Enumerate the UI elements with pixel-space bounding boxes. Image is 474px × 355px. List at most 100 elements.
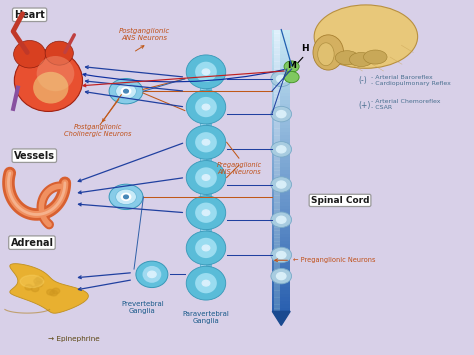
Circle shape bbox=[284, 71, 299, 83]
Circle shape bbox=[202, 245, 210, 251]
Bar bbox=[274, 283, 281, 288]
Circle shape bbox=[49, 291, 56, 297]
Text: Adrenal: Adrenal bbox=[10, 237, 54, 248]
Bar bbox=[274, 125, 281, 129]
Ellipse shape bbox=[14, 50, 82, 111]
Bar bbox=[274, 174, 281, 178]
Bar bbox=[274, 139, 281, 143]
Bar bbox=[274, 269, 281, 273]
Bar bbox=[274, 104, 281, 108]
Bar bbox=[274, 58, 281, 62]
Ellipse shape bbox=[195, 62, 217, 82]
Circle shape bbox=[202, 140, 210, 145]
Bar bbox=[274, 195, 281, 200]
Bar bbox=[272, 110, 290, 115]
Ellipse shape bbox=[195, 97, 217, 117]
Ellipse shape bbox=[186, 160, 226, 195]
Bar bbox=[272, 61, 290, 65]
Bar bbox=[274, 241, 281, 245]
Bar bbox=[272, 283, 290, 288]
Bar bbox=[274, 93, 281, 97]
Bar bbox=[272, 47, 290, 51]
Bar bbox=[272, 220, 290, 224]
Ellipse shape bbox=[195, 132, 217, 152]
Circle shape bbox=[116, 189, 137, 204]
Circle shape bbox=[109, 78, 143, 104]
Circle shape bbox=[56, 295, 64, 301]
Bar bbox=[274, 153, 281, 157]
Ellipse shape bbox=[318, 43, 334, 66]
Ellipse shape bbox=[36, 56, 74, 91]
Text: (-): (-) bbox=[359, 76, 368, 85]
Bar bbox=[272, 68, 290, 72]
Bar bbox=[274, 167, 281, 171]
Bar bbox=[274, 89, 281, 94]
Circle shape bbox=[271, 106, 292, 122]
Circle shape bbox=[202, 104, 210, 110]
Circle shape bbox=[202, 175, 210, 180]
Bar bbox=[274, 135, 281, 140]
Text: Postganglionic
Cholinergic Neurons: Postganglionic Cholinergic Neurons bbox=[64, 124, 132, 137]
Bar bbox=[274, 163, 281, 168]
Text: Prevertebral
Ganglia: Prevertebral Ganglia bbox=[121, 301, 164, 314]
Circle shape bbox=[271, 142, 292, 157]
Ellipse shape bbox=[335, 51, 359, 65]
Bar bbox=[274, 297, 281, 301]
Circle shape bbox=[121, 193, 131, 200]
Bar bbox=[272, 269, 290, 273]
Ellipse shape bbox=[136, 261, 168, 288]
Ellipse shape bbox=[195, 238, 217, 258]
Bar bbox=[274, 33, 281, 37]
Bar bbox=[274, 44, 281, 48]
Ellipse shape bbox=[33, 72, 68, 104]
Bar bbox=[274, 118, 281, 122]
Bar bbox=[274, 202, 281, 206]
Bar bbox=[272, 188, 290, 192]
Bar bbox=[274, 170, 281, 175]
Bar bbox=[272, 280, 290, 284]
Bar bbox=[274, 220, 281, 224]
Bar bbox=[274, 132, 281, 136]
Ellipse shape bbox=[186, 55, 226, 89]
Circle shape bbox=[284, 61, 299, 72]
Bar bbox=[274, 29, 281, 34]
Bar bbox=[272, 132, 290, 136]
Bar bbox=[272, 301, 290, 305]
Bar bbox=[272, 160, 290, 164]
Circle shape bbox=[271, 247, 292, 263]
Circle shape bbox=[271, 177, 292, 192]
Bar bbox=[274, 255, 281, 259]
Bar bbox=[274, 86, 281, 90]
Bar bbox=[274, 178, 281, 182]
Bar bbox=[272, 185, 290, 189]
Bar bbox=[272, 65, 290, 69]
Circle shape bbox=[271, 268, 292, 284]
Ellipse shape bbox=[143, 266, 161, 283]
Circle shape bbox=[202, 280, 210, 286]
Circle shape bbox=[24, 280, 32, 286]
Ellipse shape bbox=[195, 203, 217, 223]
Bar bbox=[274, 294, 281, 298]
Bar bbox=[272, 209, 290, 213]
Bar bbox=[274, 156, 281, 160]
Bar bbox=[274, 216, 281, 220]
Bar bbox=[272, 174, 290, 178]
Circle shape bbox=[124, 195, 128, 199]
Bar bbox=[274, 114, 281, 118]
Bar bbox=[274, 79, 281, 83]
Circle shape bbox=[276, 273, 286, 280]
Bar bbox=[274, 237, 281, 242]
Bar bbox=[272, 118, 290, 122]
Bar bbox=[274, 262, 281, 266]
Bar bbox=[272, 241, 290, 245]
Circle shape bbox=[29, 277, 36, 282]
Bar bbox=[274, 192, 281, 196]
Circle shape bbox=[202, 69, 210, 75]
Bar bbox=[274, 301, 281, 305]
Circle shape bbox=[27, 285, 35, 290]
Bar bbox=[272, 297, 290, 301]
Bar bbox=[274, 107, 281, 111]
Ellipse shape bbox=[14, 40, 46, 68]
Text: - Arterial Baroreflex: - Arterial Baroreflex bbox=[371, 75, 432, 80]
Text: → Epinephrine: → Epinephrine bbox=[48, 336, 100, 342]
